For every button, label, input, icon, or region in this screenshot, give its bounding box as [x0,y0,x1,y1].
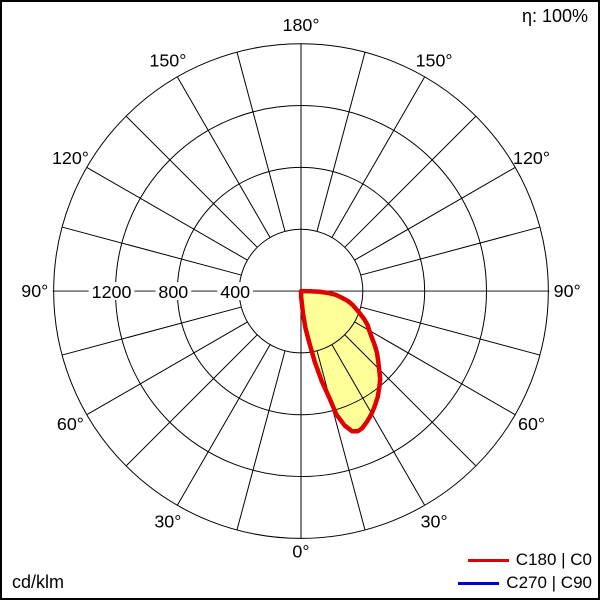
legend-line-blue [458,581,500,585]
grid-spoke [331,344,426,506]
grid-spoke [61,306,242,356]
angle-tick-label: 30° [154,512,181,532]
angle-tick-label: 90° [21,281,48,301]
angle-tick-label: 90° [554,281,581,301]
grid-spoke [360,226,541,276]
angle-tick-label: 60° [518,414,545,434]
radial-tick-label: 400 [220,282,250,302]
grid-spoke [61,226,242,276]
angle-tick-label: 0° [292,541,309,561]
grid-spoke [176,76,271,238]
grid-spoke [125,115,258,248]
legend-entry-c180-c0: C180 | C0 [467,550,592,570]
grid-spoke [331,76,426,238]
radial-tick-label: 1200 [92,282,132,302]
radial-tick-label: 800 [158,282,188,302]
grid-spoke [354,321,516,416]
grid-spoke [176,344,271,506]
intensity-fill [300,291,381,432]
angle-tick-label: 180° [283,15,320,35]
grid-spoke [236,350,286,531]
grid-spoke [316,52,366,232]
grid-spoke [316,350,366,531]
angle-tick-label: 150° [149,51,186,71]
grid-spoke [344,334,477,467]
legend-label: C180 | C0 [515,550,592,569]
legend-entry-c270-c90: C270 | C90 [458,573,592,593]
radial-label-mask [88,282,135,300]
grid-spoke [86,166,248,261]
unit-label: cd/klm [12,572,65,592]
grid-spoke [86,321,248,416]
grid-spoke [354,166,516,261]
legend-line-red [467,558,509,562]
angle-tick-label: 120° [52,148,89,168]
efficiency-label: η: 100% [521,6,588,26]
grid-spoke [344,115,477,248]
grid-spoke [360,306,541,356]
angle-tick-label: 30° [421,512,448,532]
legend-label: C270 | C90 [506,573,592,592]
grid-spoke [236,52,286,232]
legend: C180 | C0 C270 | C90 [458,550,592,593]
angle-tick-label: 60° [57,414,84,434]
radial-label-mask [217,282,254,300]
angle-tick-label: 150° [416,51,453,71]
grid-spoke [125,334,258,467]
radial-label-mask [155,282,192,300]
intensity-curve [298,288,383,434]
angle-tick-label: 120° [513,148,550,168]
